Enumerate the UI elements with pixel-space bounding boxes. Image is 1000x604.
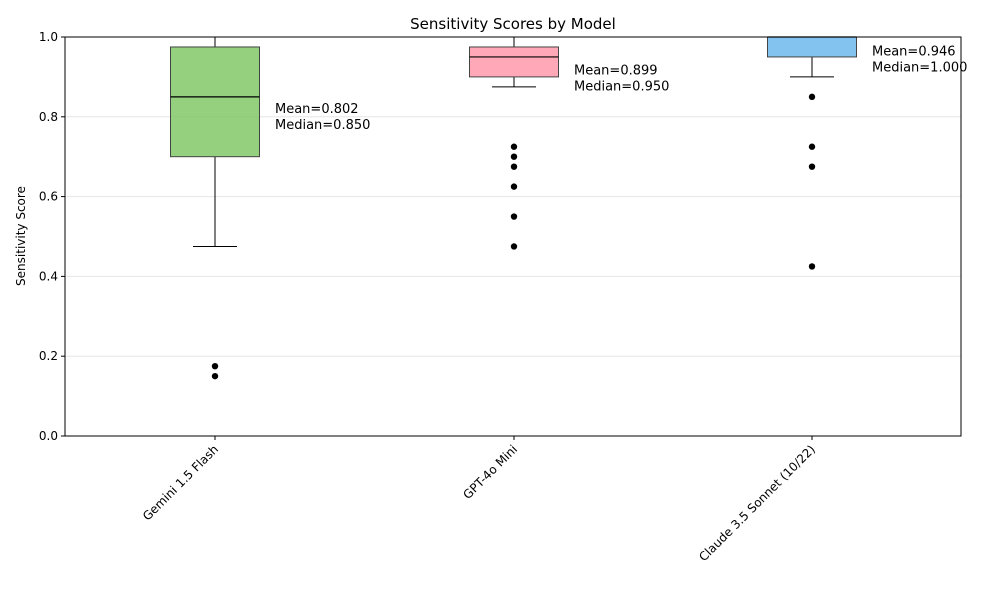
outlier-point <box>211 372 219 380</box>
y-tick-label: 0.4 <box>39 269 58 283</box>
outlier-point <box>808 143 816 150</box>
y-tick-label: 0.0 <box>39 429 58 443</box>
outlier-point <box>808 163 816 170</box>
outlier-point <box>510 213 518 220</box>
outlier-point <box>211 362 219 370</box>
plot-frame <box>64 36 962 437</box>
outlier-point <box>808 263 816 270</box>
outlier-point <box>510 153 518 160</box>
median-annotation: Median=0.850 <box>275 118 370 133</box>
box <box>767 36 857 58</box>
mean-annotation: Mean=0.899 <box>574 63 658 78</box>
mean-annotation: Mean=0.802 <box>275 102 359 117</box>
box <box>170 46 260 158</box>
outlier-point <box>510 143 518 150</box>
x-tick-label: Gemini 1.5 Flash <box>140 442 221 523</box>
outlier-point <box>510 243 518 250</box>
outlier-point <box>808 93 816 101</box>
outlier-point <box>510 163 518 170</box>
median-annotation: Median=0.950 <box>574 79 669 94</box>
chart-title: Sensitivity Scores by Model <box>410 15 616 33</box>
x-tick-label: GPT-4o Mini <box>460 442 520 502</box>
box <box>469 46 559 78</box>
mean-annotation: Mean=0.946 <box>872 45 956 60</box>
y-tick-label: 0.6 <box>39 190 58 204</box>
y-tick-label: 0.2 <box>39 349 58 363</box>
outlier-point <box>510 183 518 190</box>
y-tick-label: 0.8 <box>39 110 58 124</box>
y-axis-label: Sensitivity Score <box>14 186 28 286</box>
x-tick-label: Claude 3.5 Sonnet (10/22) <box>696 442 818 564</box>
y-tick-label: 1.0 <box>39 30 58 44</box>
median-annotation: Median=1.000 <box>872 61 967 76</box>
